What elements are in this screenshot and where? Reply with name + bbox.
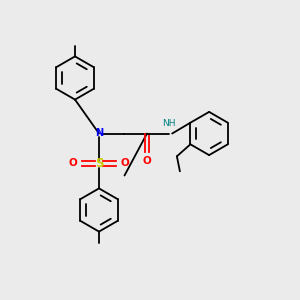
- Text: N: N: [95, 128, 103, 139]
- Text: S: S: [95, 157, 103, 170]
- Text: NH: NH: [162, 119, 175, 128]
- Text: O: O: [69, 158, 77, 169]
- Text: O: O: [121, 158, 129, 169]
- Text: O: O: [142, 156, 152, 166]
